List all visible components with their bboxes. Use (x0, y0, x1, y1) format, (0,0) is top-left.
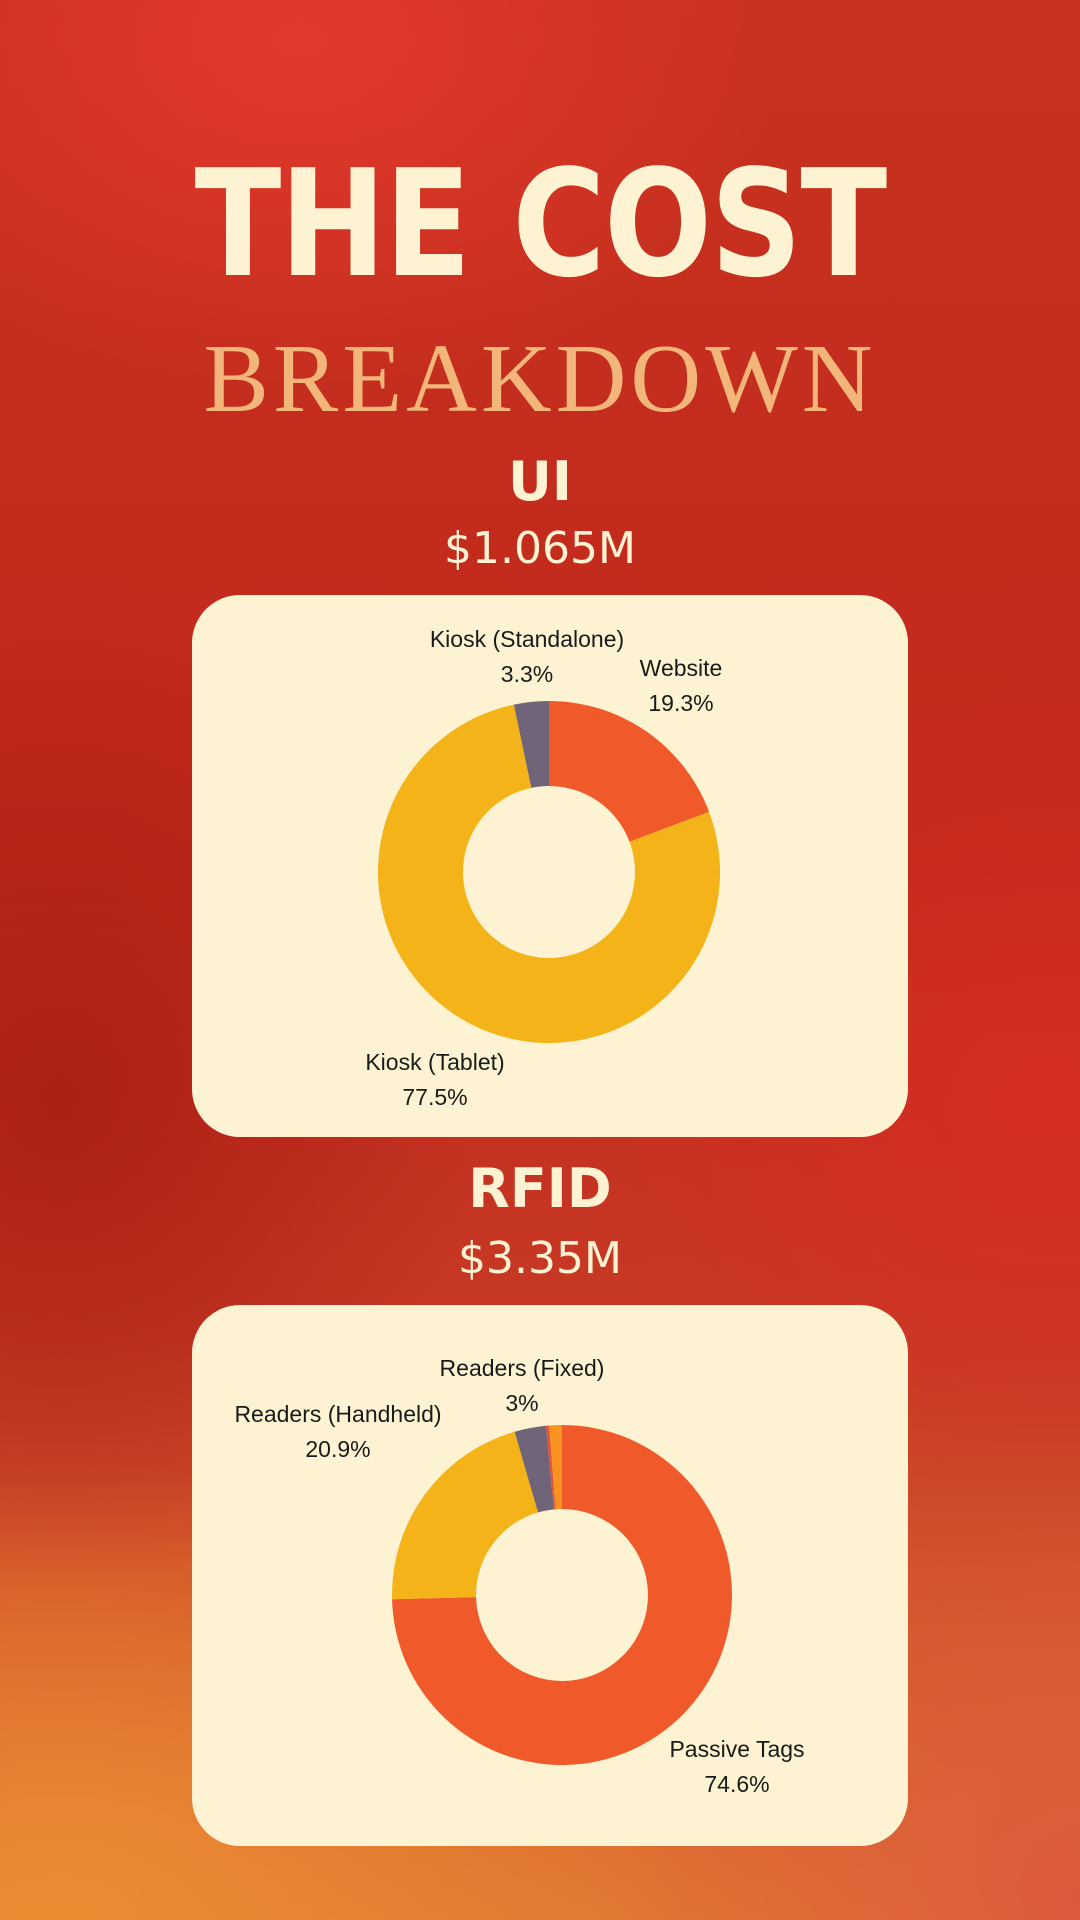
slice-label-kiosk-standalone: Kiosk (Standalone) (430, 626, 624, 652)
ui-section-title: UI (508, 450, 572, 513)
rfid-section-total: $3.35M (458, 1233, 622, 1284)
ui-donut-chart: Website 19.3% Kiosk (Tablet) 77.5% Kiosk (St… (365, 626, 723, 1110)
slice-label-readers-fixed: Readers (Fixed) (440, 1355, 605, 1381)
slice-label-website: Website (640, 655, 723, 681)
slice-passive-tags (392, 1425, 732, 1765)
slice-kiosk-tablet (377, 704, 720, 1043)
slice-label-passive-tags: Passive Tags (669, 1736, 804, 1762)
rfid-donut-chart: Passive Tags 74.6% Readers (Handheld) 20.9%… (234, 1355, 804, 1797)
slice-value-readers-handheld: 20.9% (305, 1436, 370, 1462)
slice-unlabeled-3 (546, 1425, 556, 1510)
slice-value-website: 19.3% (648, 690, 713, 716)
slice-value-kiosk-tablet: 77.5% (402, 1084, 467, 1110)
slice-value-readers-fixed: 3% (505, 1390, 538, 1416)
slice-value-kiosk-standalone: 3.3% (501, 661, 553, 687)
page-title: THE COST (194, 138, 888, 310)
ui-chart-card: Website 19.3% Kiosk (Tablet) 77.5% Kiosk (St… (192, 595, 908, 1137)
slice-label-readers-handheld: Readers (Handheld) (234, 1401, 441, 1427)
page-subtitle: BREAKDOWN (203, 325, 877, 433)
slice-website (549, 701, 710, 842)
ui-section-total: $1.065M (444, 523, 636, 574)
slice-readers-fixed (514, 1425, 554, 1513)
slice-unlabeled-4 (549, 1425, 562, 1510)
slice-label-kiosk-tablet: Kiosk (Tablet) (365, 1049, 504, 1075)
rfid-section-title: RFID (468, 1157, 612, 1220)
slice-kiosk-standalone (513, 701, 549, 788)
slice-readers-handheld (392, 1431, 539, 1600)
slice-value-passive-tags: 74.6% (704, 1771, 769, 1797)
rfid-chart-card: Passive Tags 74.6% Readers (Handheld) 20.9%… (192, 1305, 908, 1846)
